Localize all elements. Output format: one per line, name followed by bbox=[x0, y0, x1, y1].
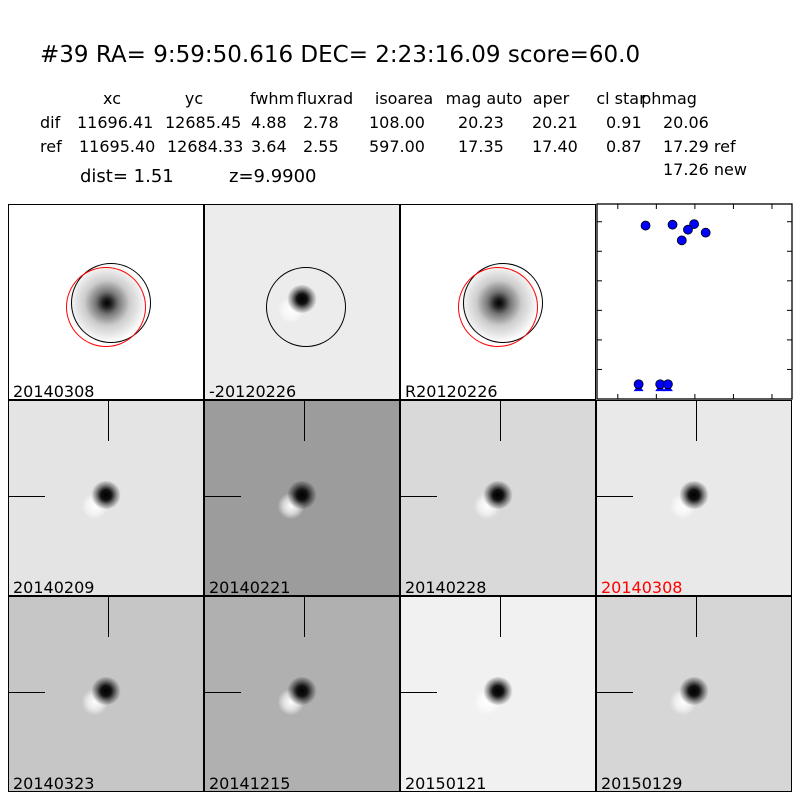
table-cell: 11696.41 bbox=[77, 113, 154, 132]
star-blob-positive bbox=[287, 481, 317, 509]
row-label: dif bbox=[40, 113, 61, 132]
crosshair-vertical bbox=[304, 597, 306, 637]
image-cutout: 20140308 bbox=[8, 204, 204, 400]
image-cutout: 20140308 bbox=[596, 400, 792, 596]
crosshair-vertical bbox=[500, 597, 502, 637]
data-point bbox=[700, 227, 711, 238]
data-point bbox=[667, 219, 678, 230]
image-cutout: -20120226 bbox=[204, 204, 400, 400]
cutout-date-label: 20140209 bbox=[13, 578, 95, 596]
crosshair-vertical bbox=[108, 597, 110, 637]
detection-circle bbox=[458, 267, 538, 347]
data-point bbox=[633, 379, 644, 390]
star-blob-positive bbox=[483, 481, 513, 509]
image-cutout: R20120226 bbox=[400, 204, 596, 400]
figure-title: #39 RA= 9:59:50.616 DEC= 2:23:16.09 scor… bbox=[40, 42, 641, 68]
column-header: yc bbox=[184, 89, 204, 108]
table-cell: 17.35 bbox=[458, 137, 504, 156]
cutout-date-label: 20140228 bbox=[405, 578, 487, 596]
crosshair-horizontal bbox=[597, 496, 633, 498]
table-cell: 2.78 bbox=[303, 113, 339, 132]
column-header: fluxrad bbox=[296, 89, 354, 108]
column-header: cl star bbox=[596, 89, 646, 108]
table-cell: 3.64 bbox=[251, 137, 287, 156]
star-blob-positive bbox=[679, 481, 709, 509]
image-cutout: 20140209 bbox=[8, 400, 204, 596]
table-cell: 0.87 bbox=[606, 137, 642, 156]
data-point bbox=[663, 379, 673, 390]
cutout-date-label: 20150121 bbox=[405, 774, 487, 792]
table-cell: 0.91 bbox=[606, 113, 642, 132]
crosshair-vertical bbox=[304, 401, 306, 441]
reference-circle bbox=[266, 267, 346, 347]
table-cell: 20.23 bbox=[458, 113, 504, 132]
crosshair-horizontal bbox=[9, 692, 45, 694]
cutout-date-label: 20140323 bbox=[13, 774, 95, 792]
crosshair-horizontal bbox=[597, 692, 633, 694]
cutout-date-label: 20141215 bbox=[209, 774, 291, 792]
table-cell: 11695.40 bbox=[79, 137, 156, 156]
cutout-date-label: 20140308 bbox=[13, 382, 95, 400]
table-cell: 20.21 bbox=[532, 113, 578, 132]
column-header: xc bbox=[103, 89, 121, 108]
cutout-date-label: -20120226 bbox=[209, 382, 297, 400]
column-header: isoarea bbox=[374, 89, 434, 108]
crosshair-horizontal bbox=[205, 496, 241, 498]
detection-circle bbox=[66, 267, 146, 347]
table-cell: 597.00 bbox=[369, 137, 425, 156]
column-header: mag auto bbox=[445, 89, 523, 108]
plot-area bbox=[596, 203, 793, 400]
crosshair-vertical bbox=[696, 597, 698, 637]
image-cutout: 20140323 bbox=[8, 596, 204, 792]
table-cell: 12685.45 bbox=[165, 113, 242, 132]
table-cell: 17.40 bbox=[532, 137, 578, 156]
image-cutout: 20150121 bbox=[400, 596, 596, 792]
star-blob-positive bbox=[91, 677, 121, 705]
star-blob-positive bbox=[287, 677, 317, 705]
cutout-date-label: 20150129 bbox=[601, 774, 683, 792]
image-cutout: 20140221 bbox=[204, 400, 400, 596]
column-header: phmag bbox=[641, 89, 697, 108]
row-label: ref bbox=[40, 137, 62, 156]
table-cell: 20.06 bbox=[663, 113, 709, 132]
data-point bbox=[689, 219, 700, 229]
data-point bbox=[676, 235, 687, 246]
table-cell: 108.00 bbox=[369, 113, 425, 132]
star-blob-positive bbox=[91, 481, 121, 509]
crosshair-horizontal bbox=[9, 496, 45, 498]
column-header: aper bbox=[532, 89, 570, 108]
table-cell: 4.88 bbox=[251, 113, 287, 132]
data-point bbox=[683, 224, 693, 235]
table-cell: 12684.33 bbox=[167, 137, 244, 156]
crosshair-horizontal bbox=[401, 496, 437, 498]
dist-value: dist= 1.51 bbox=[80, 166, 174, 187]
star-blob-positive bbox=[483, 677, 513, 705]
star-blob-positive bbox=[679, 677, 709, 705]
data-point bbox=[640, 220, 651, 231]
image-cutout: 20150129 bbox=[596, 596, 792, 792]
column-header: fwhm bbox=[249, 89, 295, 108]
image-cutout: 20140228 bbox=[400, 400, 596, 596]
table-cell: 2.55 bbox=[303, 137, 339, 156]
cutout-date-label: 20140221 bbox=[209, 578, 291, 596]
crosshair-vertical bbox=[500, 401, 502, 441]
crosshair-vertical bbox=[696, 401, 698, 441]
z-value: z=9.9900 bbox=[229, 166, 317, 187]
phmag-new: 17.26 new bbox=[663, 160, 747, 179]
table-cell: 17.29 ref bbox=[663, 137, 736, 156]
image-cutout: 20141215 bbox=[204, 596, 400, 792]
crosshair-horizontal bbox=[205, 692, 241, 694]
magnitude-scatter-plot: 20212223242526−100−50050100 bbox=[572, 203, 793, 425]
cutout-date-label: R20120226 bbox=[405, 382, 498, 400]
crosshair-vertical bbox=[108, 401, 110, 441]
cutout-date-label: 20140308 bbox=[601, 578, 683, 596]
crosshair-horizontal bbox=[401, 692, 437, 694]
